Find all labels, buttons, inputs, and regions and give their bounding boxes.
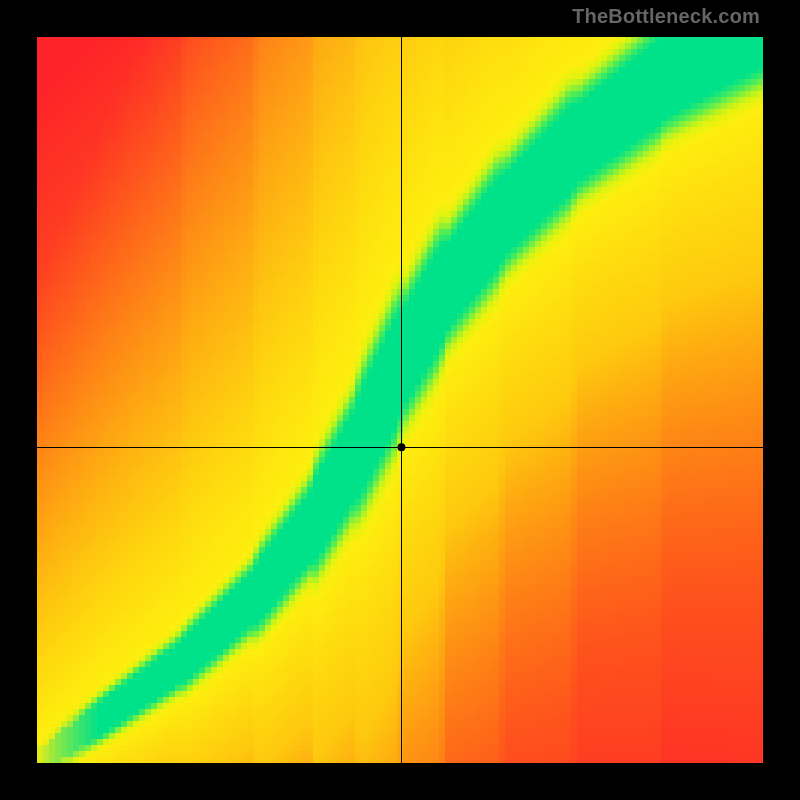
chart-container: TheBottleneck.com [0,0,800,800]
watermark-text: TheBottleneck.com [572,6,760,29]
heatmap-canvas [37,37,763,763]
